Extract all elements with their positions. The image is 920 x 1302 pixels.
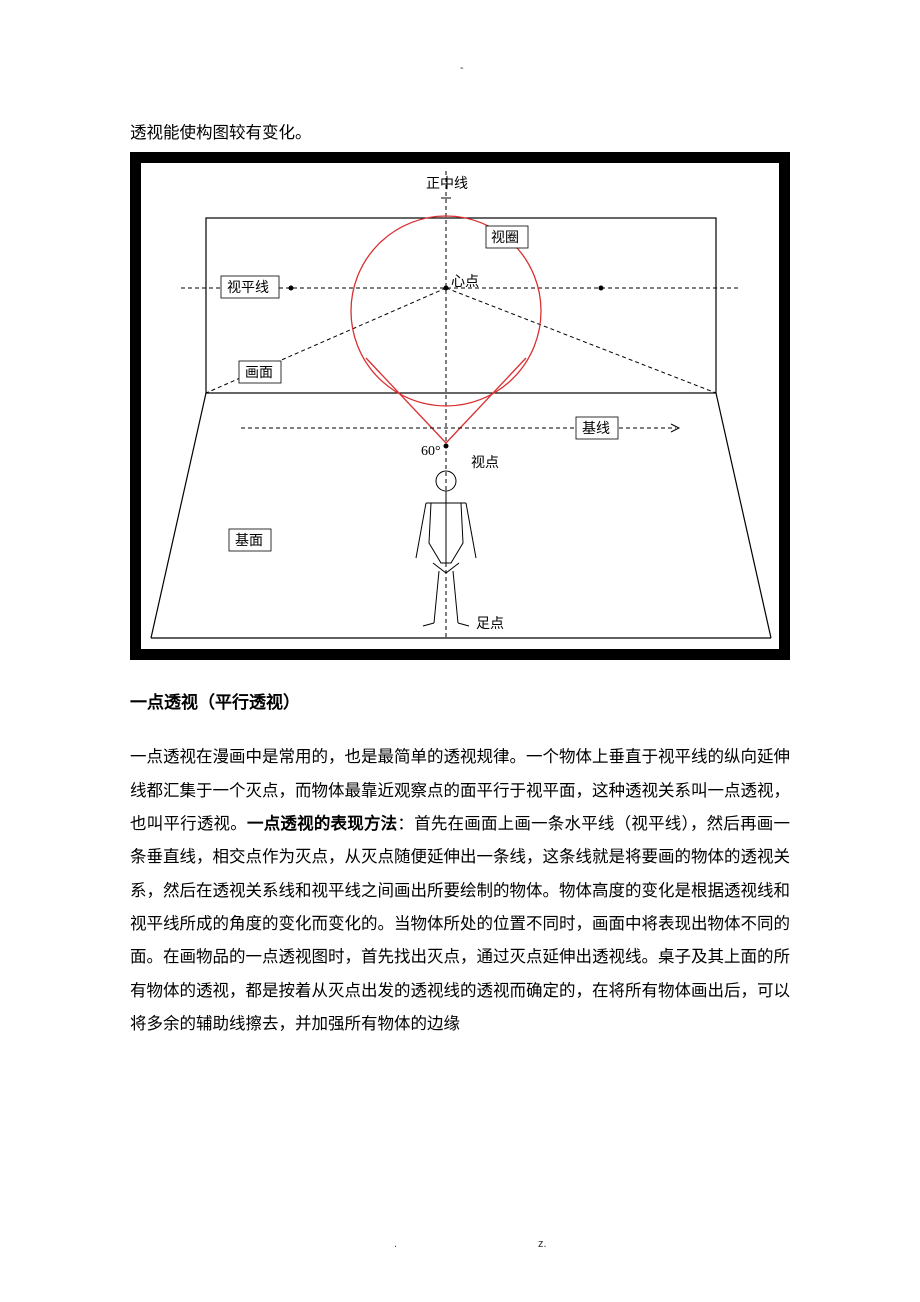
- label-centerline: 正中线: [426, 176, 468, 192]
- page-content: 透视能使构图较有变化。: [0, 0, 920, 1041]
- footer-dot: .: [394, 1238, 397, 1250]
- label-eye-circle: 视圈: [491, 230, 519, 246]
- diagram-svg: 正中线 视圈 视平线 心点 画面 基线 60° 视点 基面 足点: [141, 163, 779, 649]
- label-center-point: 心点: [451, 274, 479, 290]
- label-angle: 60°: [421, 444, 441, 459]
- body-paragraph: 一点透视在漫画中是常用的，也是最简单的透视规律。一个物体上垂直于视平线的纵向延伸…: [130, 741, 790, 1041]
- intro-text: 透视能使构图较有变化。: [130, 120, 790, 146]
- label-horizon: 视平线: [227, 280, 269, 296]
- label-ground-plane: 基面: [235, 532, 263, 549]
- label-viewpoint: 视点: [471, 455, 499, 471]
- label-baseline: 基线: [582, 420, 610, 437]
- section-title: 一点透视（平行透视）: [130, 688, 790, 713]
- perspective-diagram: 正中线 视圈 视平线 心点 画面 基线 60° 视点 基面 足点: [130, 152, 790, 660]
- header-mark: -: [460, 62, 464, 74]
- footer-z: z.: [538, 1238, 547, 1250]
- label-foot-point: 足点: [476, 616, 504, 632]
- label-picture-plane: 画面: [245, 366, 273, 381]
